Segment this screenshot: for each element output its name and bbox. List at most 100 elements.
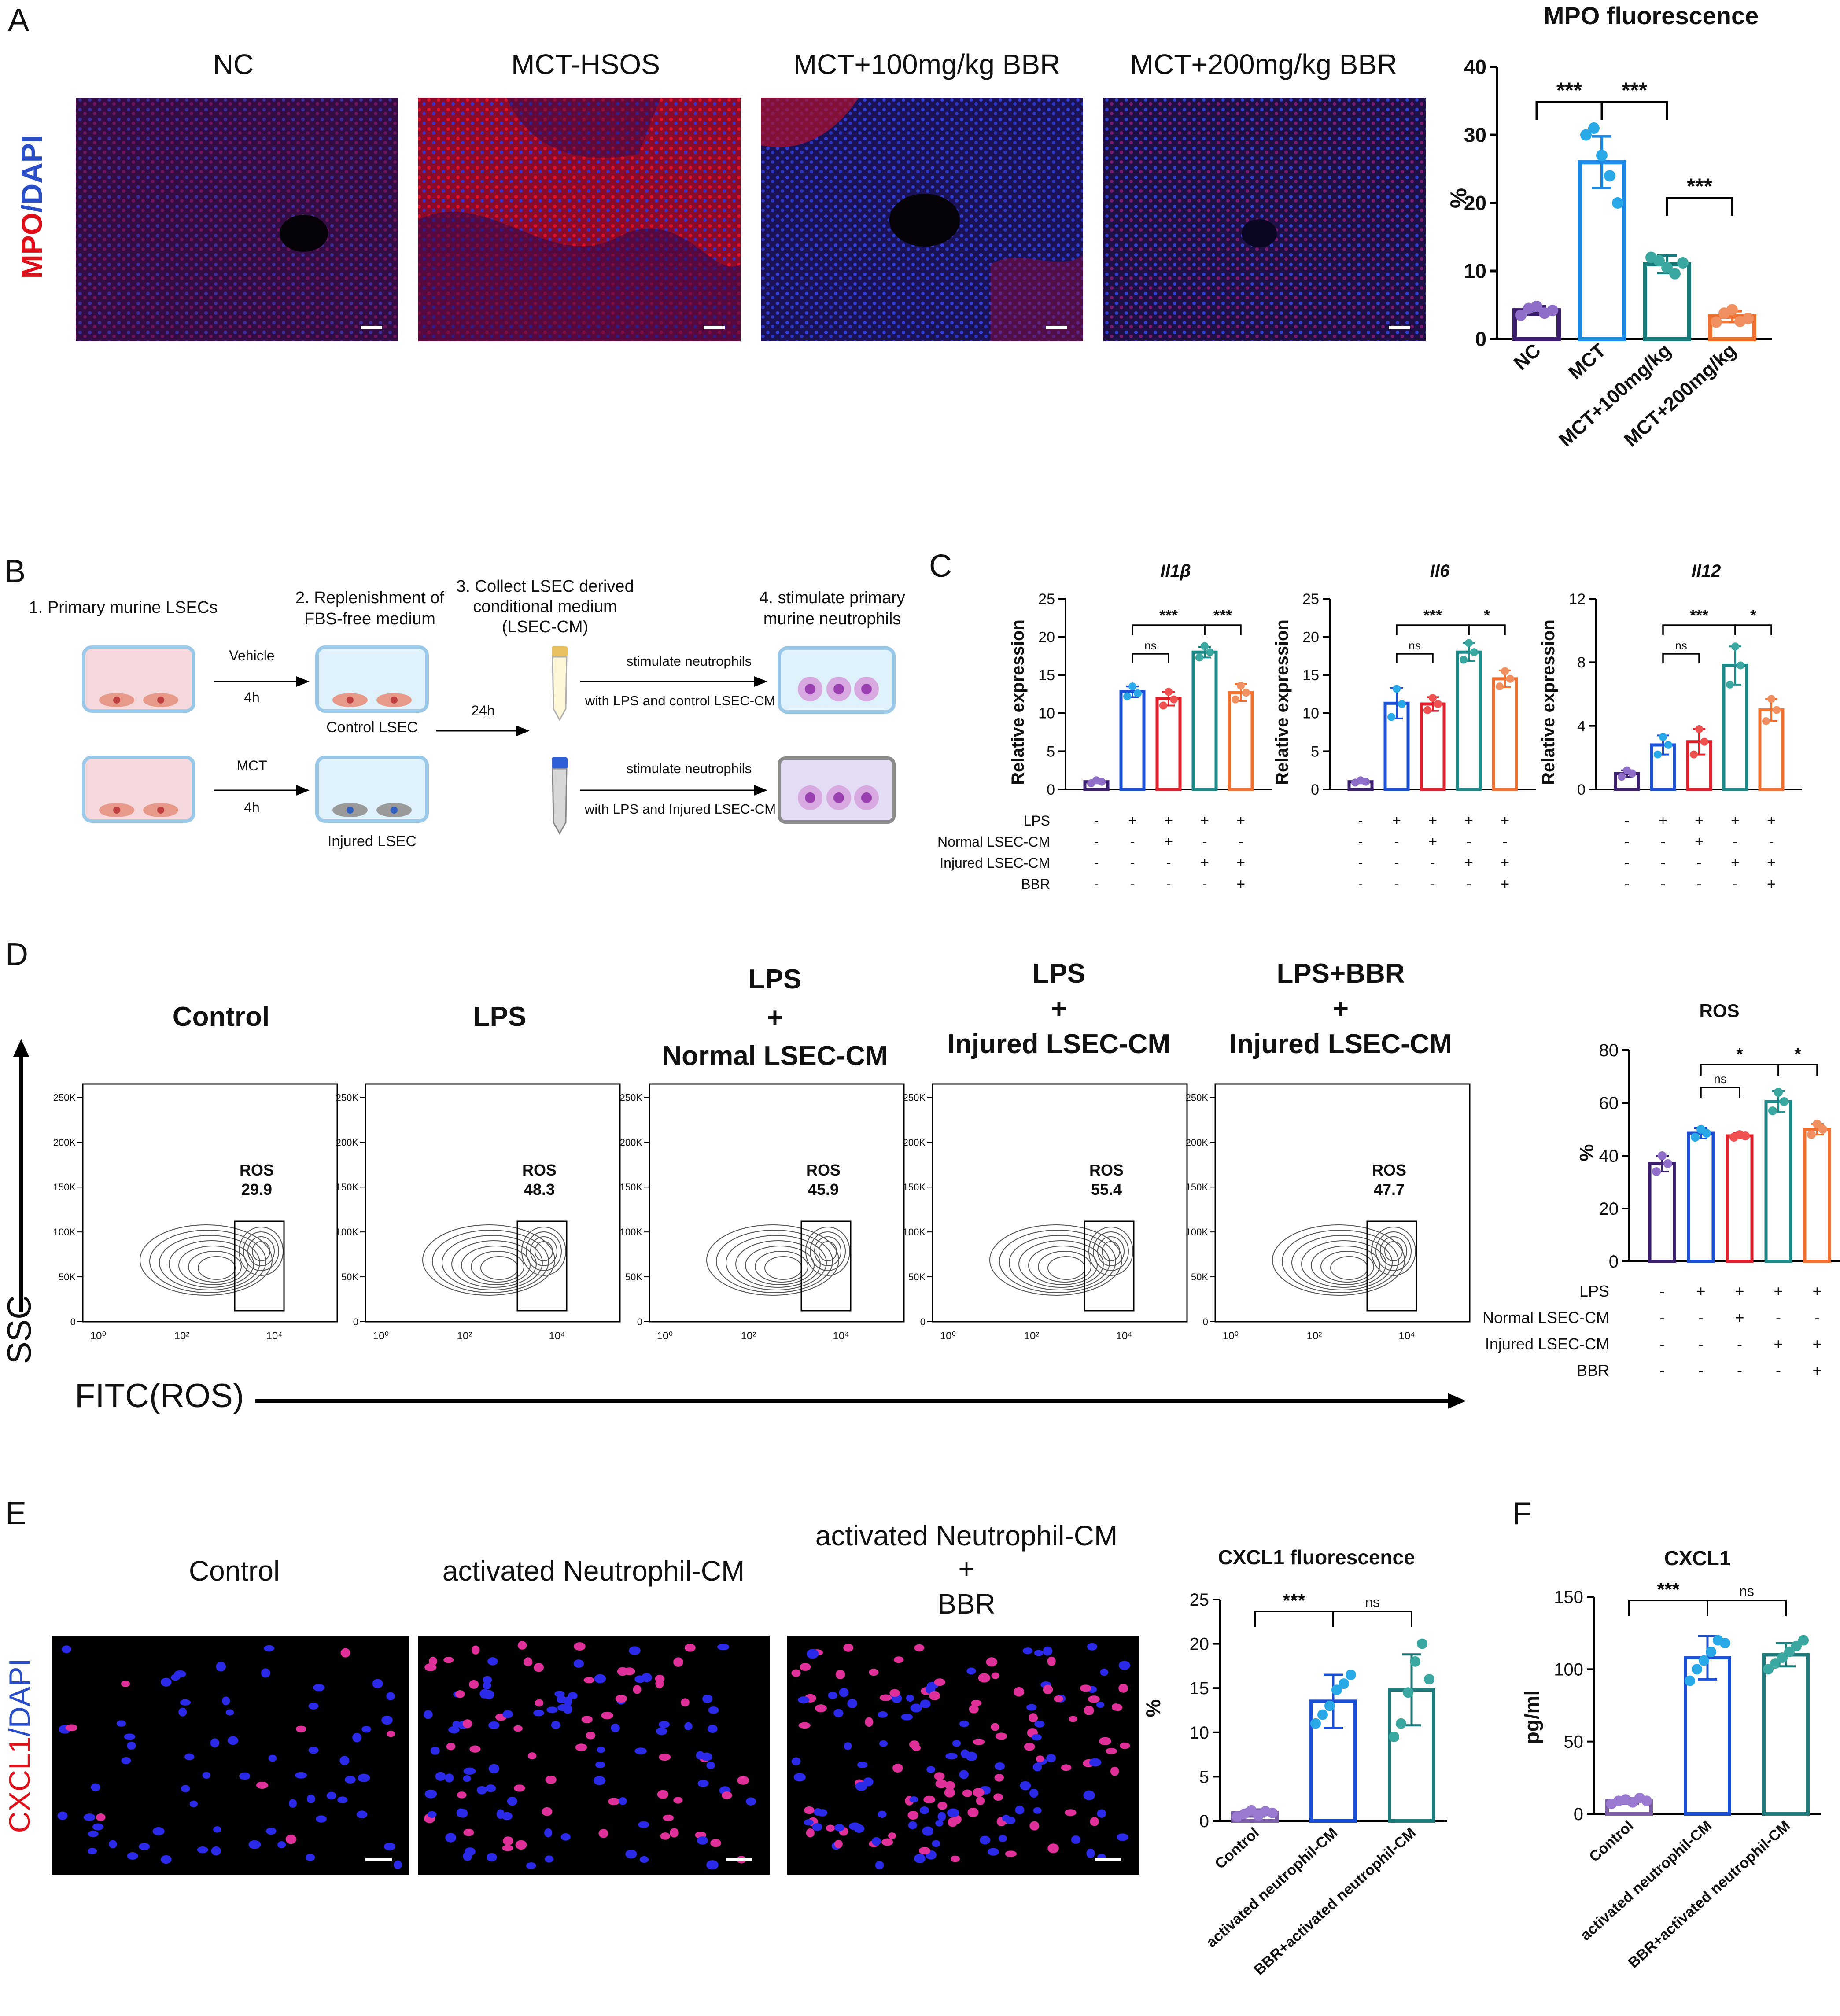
data-point [1429, 694, 1437, 702]
cell-nucleus [980, 1835, 991, 1845]
flow-title: Injured LSEC-CM [1229, 1029, 1452, 1059]
cell-nucleus [210, 1738, 220, 1747]
cell-nucleus [216, 1662, 226, 1672]
flow-y-tick-label: 50K [908, 1272, 926, 1283]
image-title-mct: MCT-HSOS [511, 48, 660, 80]
condition-sign: - [1624, 812, 1629, 829]
cell-nucleus [658, 1721, 670, 1728]
flow-y-tick-label: 0 [1203, 1316, 1208, 1327]
cell-nucleus [554, 1691, 565, 1697]
cell-nucleus [1120, 1742, 1130, 1749]
flow-frame [932, 1083, 1188, 1323]
cell-nucleus [544, 1828, 553, 1838]
y-tick-label: 8 [1577, 654, 1586, 671]
chart-a-ylabel: % [1446, 188, 1471, 208]
flow-y-tick-label: 50K [1191, 1272, 1208, 1283]
cell-nucleus [995, 1732, 1007, 1740]
condition-sign: - [1660, 833, 1665, 850]
condition-sign: + [1735, 1308, 1744, 1327]
cell-nucleus [174, 1670, 186, 1678]
panel-d-conditions: LPS - + + + + Normal LSEC-CM - - + - - Injured LSEC-… [1482, 1282, 1822, 1379]
cell-nucleus [1043, 1646, 1053, 1656]
y-tick-label: 100 [1554, 1660, 1583, 1679]
cell-nucleus [881, 1838, 893, 1846]
data-point [1424, 1674, 1434, 1685]
chart-ylabel: Relative expression [1008, 619, 1028, 785]
significance-bracket [1535, 101, 1603, 120]
flow-y-tick-label: 150K [1186, 1182, 1209, 1193]
condition-sign: + [1767, 855, 1776, 871]
significance-label: * [1750, 606, 1756, 624]
flow-contour [530, 1236, 557, 1266]
condition-sign: + [1164, 833, 1173, 850]
stim-bottom-line1: stimulate neutrophils [627, 761, 752, 776]
condition-sign: + [1501, 876, 1509, 892]
y-tick-label: 5 [1199, 1767, 1209, 1787]
condition-sign: - [1659, 1308, 1665, 1327]
flow-title: + [1051, 994, 1067, 1024]
cell-nucleus [448, 1726, 460, 1734]
data-point [1123, 692, 1131, 700]
cell-nucleus [502, 1845, 513, 1851]
cell-nucleus [352, 1732, 361, 1743]
cell-nucleus [535, 1699, 544, 1707]
y-tick-label: 20 [1599, 1199, 1619, 1219]
significance-bracket [1254, 1611, 1334, 1627]
cell-nucleus [793, 1773, 806, 1782]
cell-nucleus [266, 1827, 277, 1835]
data-point [1362, 778, 1370, 786]
cell-nucleus [443, 1657, 454, 1663]
neutrophil-well-bottom [778, 756, 896, 824]
flow-contour [461, 1246, 531, 1285]
cell-nucleus [306, 1794, 315, 1804]
cell-nucleus [971, 1700, 982, 1706]
condition-sign: - [1094, 855, 1099, 871]
cell-nucleus [872, 1837, 881, 1844]
flow-title: + [767, 1002, 783, 1033]
condition-sign: - [1737, 1361, 1742, 1379]
flow-x-tick-label: 10⁴ [549, 1330, 565, 1342]
condition-label: BBR [1577, 1361, 1609, 1379]
cell-nucleus [1034, 1650, 1044, 1656]
cell-nucleus [663, 1814, 674, 1821]
data-point [1393, 685, 1401, 693]
cell-nucleus [634, 1747, 647, 1754]
data-point [1612, 197, 1623, 209]
arrow-4h-top: 4h [244, 689, 260, 705]
condition-sign: + [1200, 855, 1209, 871]
mpo-label: MPO [15, 213, 48, 279]
condition-sign: - [1466, 833, 1471, 850]
cell-nucleus [944, 1787, 955, 1798]
condition-sign: + [1501, 855, 1509, 871]
significance-label: ns [1144, 639, 1156, 652]
flow-x-tick-label: 10⁰ [657, 1330, 673, 1342]
flow-contour [442, 1235, 543, 1290]
cell-nucleus [945, 1781, 955, 1790]
cell-nucleus [629, 1646, 641, 1655]
data-point [1762, 717, 1770, 725]
cell-nucleus [1029, 1788, 1039, 1798]
cell-nucleus [83, 1813, 96, 1821]
cell-nucleus [1061, 1764, 1072, 1771]
condition-sign: + [1812, 1335, 1822, 1353]
condition-sign: - [1733, 833, 1737, 850]
significance-bracket [1734, 624, 1772, 635]
significance-bracket [1332, 1611, 1412, 1627]
flow-contour [1102, 1241, 1120, 1261]
data-point [1331, 1684, 1342, 1695]
data-point [1692, 1664, 1702, 1675]
bar [1155, 697, 1182, 791]
cell-nucleus [994, 1773, 1004, 1782]
condition-sign: + [1695, 833, 1704, 850]
condition-sign: - [1202, 876, 1207, 892]
flow-contour [247, 1236, 275, 1266]
y-tick-label: 15 [1038, 667, 1055, 684]
flow-contour [149, 1230, 266, 1293]
y-tick-label: 12 [1569, 591, 1586, 608]
cell-nucleus [560, 1833, 571, 1841]
chart-ylabel: % [1142, 1699, 1165, 1717]
y-tick-label: 5 [1311, 743, 1319, 760]
condition-sign: + [1428, 833, 1437, 850]
cell-nucleus [261, 1668, 270, 1678]
cell-nucleus [306, 1854, 315, 1861]
